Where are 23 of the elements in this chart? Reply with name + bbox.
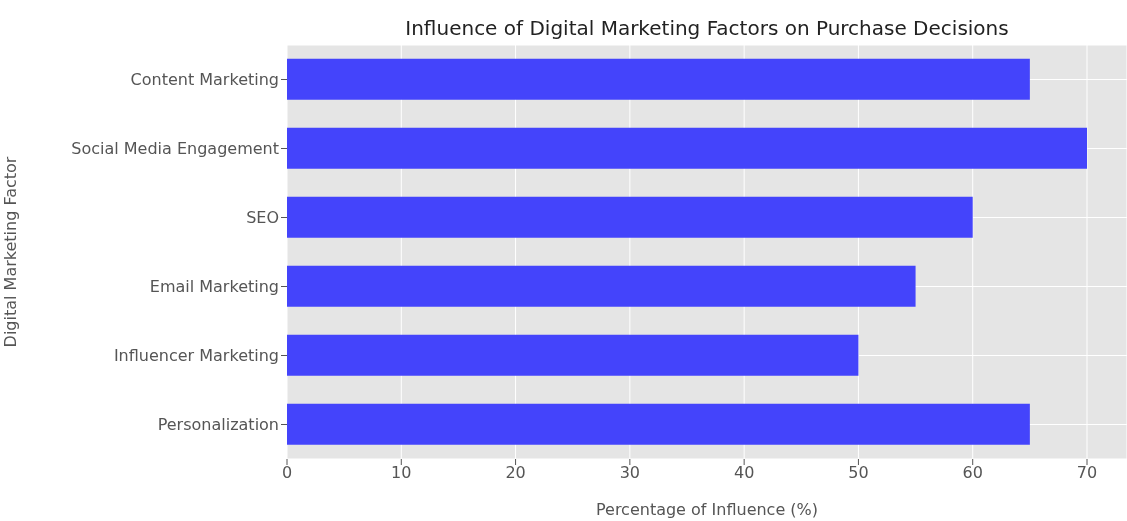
y-tick-label: Content Marketing bbox=[130, 70, 279, 90]
y-tick-label: Personalization bbox=[157, 415, 279, 435]
x-tick-label: 70 bbox=[1076, 463, 1098, 483]
bar bbox=[287, 334, 859, 376]
y-tick-label: Social Media Engagement bbox=[71, 139, 279, 159]
y-tick-label: Email Marketing bbox=[149, 277, 279, 297]
x-tick-label: 30 bbox=[619, 463, 641, 483]
x-tick-label: 60 bbox=[962, 463, 983, 483]
y-tick-label: Influencer Marketing bbox=[113, 346, 279, 366]
y-tick-label: SEO bbox=[246, 208, 279, 228]
bar bbox=[287, 265, 916, 307]
x-tick-label: 40 bbox=[733, 463, 755, 483]
x-tick-label: 0 bbox=[281, 463, 293, 483]
chart-title: Influence of Digital Marketing Factors on Purchase Decisions bbox=[404, 16, 1010, 40]
x-tick-label: 50 bbox=[848, 463, 869, 483]
bar bbox=[287, 196, 973, 238]
y-axis-title: Digital Marketing Factor bbox=[0, 156, 20, 348]
x-tick-label: 10 bbox=[391, 463, 412, 483]
x-tick-label: 20 bbox=[505, 463, 526, 483]
x-axis-title: Percentage of Influence (%) bbox=[595, 500, 819, 519]
bar bbox=[287, 127, 1087, 169]
bar bbox=[287, 403, 1030, 445]
bar bbox=[287, 58, 1030, 100]
